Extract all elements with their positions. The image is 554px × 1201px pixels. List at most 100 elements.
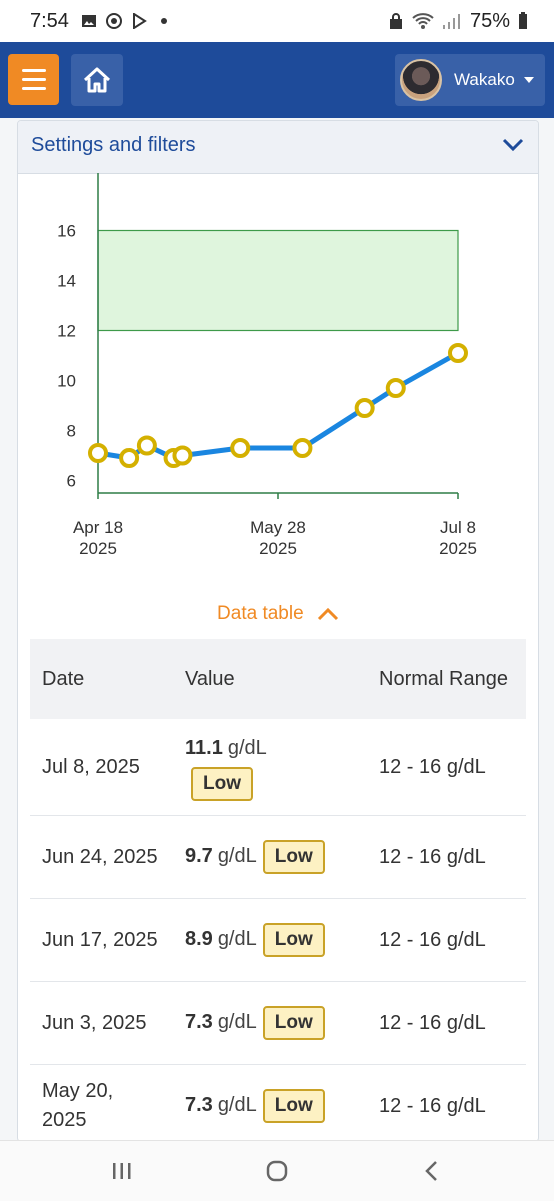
status-badge: Low xyxy=(262,1089,325,1123)
status-time: 7:54 xyxy=(30,9,69,32)
data-table-toggle-label: Data table xyxy=(217,603,304,624)
normal-range-band xyxy=(97,229,459,332)
data-point xyxy=(119,448,140,468)
status-badge: Low xyxy=(262,923,325,957)
hamburger-icon-bar xyxy=(21,69,46,72)
image-icon xyxy=(81,15,96,27)
row-date: Jun 24, 2025 xyxy=(30,815,173,899)
chevron-down-icon xyxy=(502,138,524,152)
home-circle-icon xyxy=(266,1160,288,1182)
app-header: Wakako xyxy=(0,42,554,118)
data-point xyxy=(172,445,193,466)
data-point xyxy=(354,398,375,418)
status-badge: Low xyxy=(262,1006,325,1040)
table-header-row: Date Value Normal Range xyxy=(30,639,526,719)
battery-icon xyxy=(519,12,527,29)
back-icon xyxy=(425,1161,437,1181)
chevron-up-icon xyxy=(317,607,339,621)
x-tick-label-year: 2025 xyxy=(439,539,477,558)
data-table-toggle[interactable]: Data table xyxy=(18,603,538,625)
status-badge: Low xyxy=(191,766,253,801)
chrome-icon xyxy=(105,13,122,29)
user-name: Wakako xyxy=(454,70,515,89)
value-number: 11.1 xyxy=(185,736,223,759)
menu-button[interactable] xyxy=(8,54,59,105)
data-point xyxy=(136,435,157,456)
home-button[interactable] xyxy=(71,54,123,106)
hamburger-icon-bar xyxy=(21,78,46,81)
x-tick-label-year: 2025 xyxy=(79,539,117,558)
y-tick-label: 6 xyxy=(67,472,76,491)
dot-icon xyxy=(160,18,167,24)
avatar xyxy=(400,59,442,101)
table-row: Jun 17, 2025 8.9 g/dL Low 12 - 16 g/dL xyxy=(30,898,526,982)
y-tick-label: 10 xyxy=(57,372,76,391)
system-nav-bar xyxy=(0,1140,554,1201)
recent-apps-button[interactable] xyxy=(100,1141,144,1201)
data-point xyxy=(88,443,108,463)
row-value: 11.1 g/dL Low xyxy=(173,719,367,816)
data-point xyxy=(230,438,251,458)
system-home-button[interactable] xyxy=(255,1141,299,1201)
row-date: May 20, 2025 xyxy=(30,1064,173,1141)
user-menu-button[interactable]: Wakako xyxy=(395,54,545,106)
status-bar: 7:54 75% xyxy=(0,0,554,42)
data-point xyxy=(292,438,313,458)
results-table: Date Value Normal Range Jul 8, 2025 11.1… xyxy=(30,639,526,1141)
status-badge: Low xyxy=(262,840,325,874)
row-range: 12 - 16 g/dL xyxy=(367,898,526,982)
value-number: 8.9 xyxy=(185,928,213,950)
value-unit: g/dL xyxy=(217,928,257,950)
row-date: Jun 3, 2025 xyxy=(30,981,173,1065)
value-number: 7.3 xyxy=(185,1094,213,1116)
value-number: 7.3 xyxy=(185,1011,213,1033)
data-point xyxy=(448,343,468,363)
y-tick-label: 12 xyxy=(57,322,76,341)
y-tick-label: 16 xyxy=(57,222,76,241)
caret-down-icon xyxy=(523,77,534,83)
settings-filters-title: Settings and filters xyxy=(31,134,196,156)
x-tick-label: May 28 xyxy=(250,518,306,537)
x-tick-label: Apr 18 xyxy=(73,518,123,537)
wifi-icon xyxy=(412,13,434,29)
row-date: Jul 8, 2025 xyxy=(30,719,173,816)
x-tick-label: Jul 8 xyxy=(440,518,476,537)
value-unit: g/dL xyxy=(227,736,267,759)
value-unit: g/dL xyxy=(217,845,257,867)
row-value: 9.7 g/dL Low xyxy=(173,815,367,899)
value-unit: g/dL xyxy=(217,1011,257,1033)
home-icon xyxy=(83,67,111,93)
header-value: Value xyxy=(173,639,367,719)
result-chart: 6 8 10 12 14 16 Apr 18 2025 May 28 2025 Jul 8 2025 xyxy=(57,173,477,558)
hamburger-icon-bar xyxy=(21,87,46,90)
battery-percent: 75% xyxy=(469,9,510,32)
recent-apps-icon xyxy=(113,1163,131,1179)
table-row: May 20, 2025 7.3 g/dL Low 12 - 16 g/dL xyxy=(30,1064,526,1141)
system-back-button[interactable] xyxy=(410,1141,454,1201)
row-range: 12 - 16 g/dL xyxy=(367,719,526,816)
data-point xyxy=(385,378,406,398)
table-row: Jun 24, 2025 9.7 g/dL Low 12 - 16 g/dL xyxy=(30,815,526,899)
row-value: 8.9 g/dL Low xyxy=(173,898,367,982)
value-unit: g/dL xyxy=(217,1094,257,1116)
row-date: Jun 17, 2025 xyxy=(30,898,173,982)
header-date: Date xyxy=(30,639,173,719)
row-range: 12 - 16 g/dL xyxy=(367,1064,526,1141)
row-range: 12 - 16 g/dL xyxy=(367,815,526,899)
table-row: Jun 3, 2025 7.3 g/dL Low 12 - 16 g/dL xyxy=(30,981,526,1065)
header-normal-range: Normal Range xyxy=(367,639,526,719)
x-tick-label-year: 2025 xyxy=(259,539,297,558)
settings-filters-toggle[interactable]: Settings and filters xyxy=(18,121,538,174)
lock-icon xyxy=(389,13,402,29)
y-tick-label: 14 xyxy=(57,272,76,291)
series-line xyxy=(97,350,460,461)
row-value: 7.3 g/dL Low xyxy=(173,1064,367,1141)
row-value: 7.3 g/dL Low xyxy=(173,981,367,1065)
lab-result-card: Settings and filters 6 8 10 12 14 16 Apr 18 20… xyxy=(17,120,539,1142)
value-number: 9.7 xyxy=(185,845,213,867)
y-tick-label: 8 xyxy=(67,422,76,441)
play-icon xyxy=(132,13,147,29)
row-range: 12 - 16 g/dL xyxy=(367,981,526,1065)
table-row: Jul 8, 2025 11.1 g/dL Low 12 - 16 g/dL xyxy=(30,719,526,816)
signal-icon xyxy=(442,14,460,29)
